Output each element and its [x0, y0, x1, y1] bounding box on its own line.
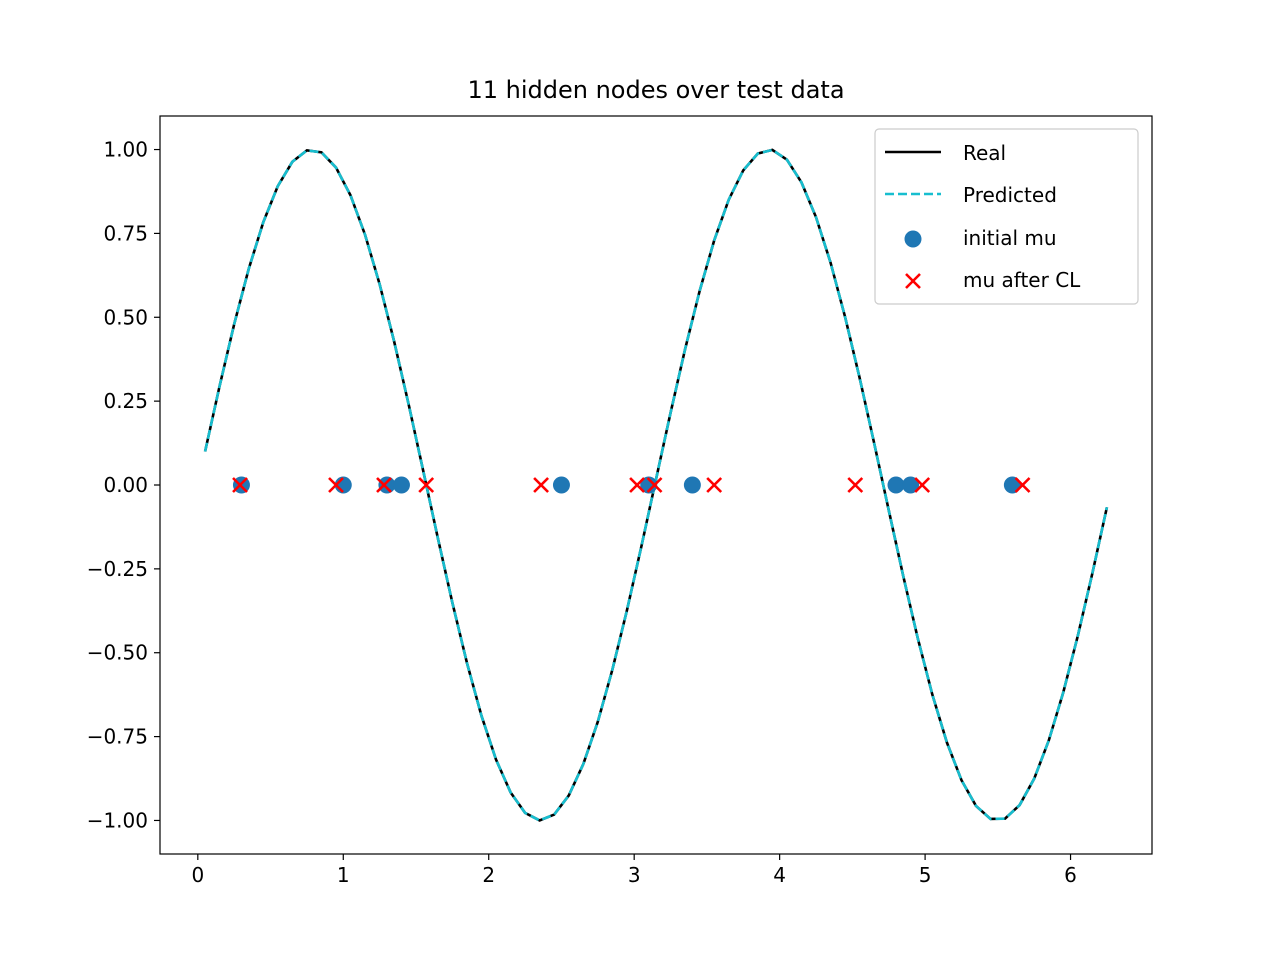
mu-after-cl-point	[847, 477, 864, 493]
x-marker-stroke	[418, 477, 435, 493]
legend-swatch-initial-mu	[904, 230, 922, 248]
x-marker-stroke	[232, 477, 248, 493]
mu-after-cl-point	[646, 477, 663, 493]
legend-label-real: Real	[963, 141, 1006, 165]
initial-mu-point	[640, 476, 658, 494]
initial-mu-point	[902, 476, 920, 494]
x-marker-stroke	[1014, 477, 1031, 493]
y-tick-label: −0.75	[87, 725, 148, 749]
x-marker-stroke	[646, 477, 663, 493]
x-tick-label: 2	[482, 863, 495, 887]
x-marker-stroke	[376, 477, 392, 493]
x-axis: 0 1 2 3 4 5 6	[191, 854, 1077, 887]
plot-markers	[232, 476, 1031, 494]
x-marker-stroke	[847, 477, 864, 493]
mu-after-cl-point	[376, 477, 392, 493]
x-marker-stroke	[914, 477, 931, 493]
initial-mu-point	[683, 476, 701, 494]
y-tick-label: 0.75	[103, 221, 148, 245]
x-marker-stroke	[706, 477, 723, 493]
initial-mu-point	[378, 476, 396, 494]
x-tick-label: 1	[337, 863, 350, 887]
y-tick-label: −0.50	[87, 641, 148, 665]
x-marker-stroke	[629, 477, 646, 493]
legend-box	[874, 128, 1139, 305]
legend-label-initial-mu: initial mu	[963, 226, 1057, 250]
plot-lines	[203, 148, 1109, 822]
y-tick-label: 0.00	[103, 473, 148, 497]
initial-mu-point	[552, 476, 570, 494]
initial-mu-point	[887, 476, 905, 494]
mu-after-cl-point	[706, 477, 723, 493]
mu-after-cl-point	[328, 477, 344, 493]
x-tick-label: 0	[191, 863, 204, 887]
series-line-predicted	[203, 148, 1109, 822]
legend-label-predicted: Predicted	[963, 183, 1057, 207]
x-marker-stroke	[328, 477, 344, 493]
y-tick-label: 0.50	[103, 305, 148, 329]
mu-after-cl-point	[533, 477, 550, 493]
x-marker-stroke	[905, 273, 921, 289]
y-tick-label: −0.25	[87, 557, 148, 581]
y-axis: 1.00 0.75 0.50 0.25 0.00 −0.25 −0.50 −0.75 −1.00	[87, 138, 160, 832]
initial-mu-point	[392, 476, 410, 494]
x-tick-label: 5	[919, 863, 932, 887]
y-tick-label: 1.00	[103, 138, 148, 162]
x-tick-label: 4	[773, 863, 786, 887]
legend-swatch-mu-after-cl	[905, 273, 921, 289]
x-tick-label: 3	[628, 863, 641, 887]
legend: Real Predicted initial mu mu after CL	[874, 128, 1139, 305]
mu-after-cl-point	[914, 477, 931, 493]
legend-label-mu-after-cl: mu after CL	[963, 268, 1081, 292]
mu-after-cl-point	[1014, 477, 1031, 493]
x-marker-stroke	[533, 477, 550, 493]
chart-title: 11 hidden nodes over test data	[467, 76, 844, 104]
x-tick-label: 6	[1064, 863, 1077, 887]
mu-after-cl-point	[629, 477, 646, 493]
y-tick-label: −1.00	[87, 808, 148, 832]
mu-after-cl-point	[232, 477, 248, 493]
mu-after-cl-point	[418, 477, 435, 493]
y-tick-label: 0.25	[103, 389, 148, 413]
